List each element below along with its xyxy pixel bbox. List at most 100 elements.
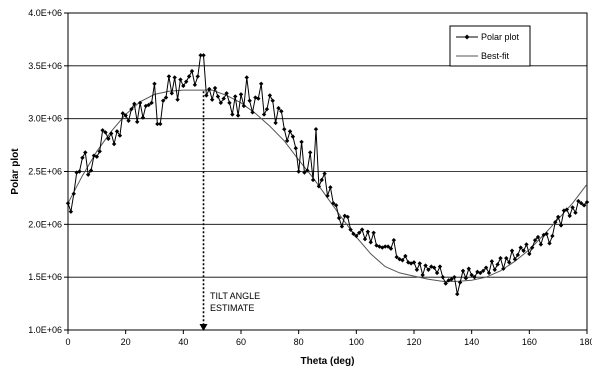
data-point [345,214,350,220]
data-point [322,171,327,176]
data-point [129,106,134,112]
data-point [325,193,330,199]
data-point [308,150,313,155]
data-point [235,113,241,118]
data-point [354,233,359,239]
data-point [530,245,535,250]
data-point [264,106,270,112]
data-point [368,240,373,245]
tilt-angle-annotation: TILT ANGLE ESTIMATE [199,91,260,331]
x-tick-label: 60 [236,337,246,347]
data-point [181,83,186,89]
data-point [524,242,529,247]
data-point [400,258,405,263]
data-point [111,141,117,147]
data-point [357,230,362,235]
data-point [218,100,224,106]
annotation-line-2: ESTIMATE [210,303,254,313]
data-point [535,234,541,240]
data-point [221,96,226,101]
data-point [348,227,353,232]
x-tick-label: 160 [522,337,537,347]
data-point [215,94,221,99]
data-point [550,233,555,239]
data-point [135,119,140,125]
data-point [452,274,457,280]
data-point [434,270,440,276]
data-point [333,203,339,208]
data-point [411,260,417,265]
data-point [339,224,345,229]
y-tick-label: 4.0E+06 [28,8,62,18]
legend-marker-polar [464,34,470,40]
data-point [195,74,200,79]
data-point [247,98,252,103]
data-point [527,251,532,257]
data-point [287,129,293,134]
data-point [558,223,564,228]
data-point [420,272,425,278]
data-point [509,248,515,253]
data-point [521,248,526,253]
data-point [576,198,581,204]
data-point [224,91,229,96]
polar-plot-series-layer [65,53,590,297]
data-point [331,201,336,206]
data-point [296,169,301,174]
data-point [178,77,183,82]
data-point [547,241,552,246]
data-point [423,263,428,268]
x-tick-label: 180 [579,337,592,347]
data-point [553,220,558,225]
data-point [117,133,123,138]
data-point [290,134,296,139]
data-point [501,266,506,271]
data-point [570,205,575,210]
data-point [152,81,157,86]
data-point [391,237,397,243]
data-point [230,112,235,117]
data-point [172,75,177,80]
data-point [437,264,443,269]
data-point [160,98,166,103]
data-point [515,252,520,258]
data-point [140,115,146,120]
data-point [403,253,408,259]
data-point [256,96,261,101]
data-point [359,227,365,232]
data-point [483,265,489,270]
tilt-arrow-head [199,324,208,331]
data-point [469,272,474,278]
data-point [106,136,111,141]
data-point [365,229,371,234]
data-point [146,102,151,108]
data-point [100,128,105,133]
data-point [440,274,446,280]
data-point [114,129,120,134]
data-point [328,185,333,190]
y-tick-label: 2.0E+06 [28,219,62,229]
data-point [126,118,131,123]
data-point [382,244,388,249]
data-point [544,231,549,237]
x-tick-label: 0 [65,337,70,347]
data-point [85,172,91,177]
legend-label-polar: Polar plot [481,32,520,42]
data-point [336,215,342,221]
data-point [481,268,486,274]
data-point [88,168,94,173]
data-point [258,81,264,86]
data-point [455,291,460,297]
data-point [97,149,102,154]
data-point [279,109,284,114]
data-point [414,267,420,272]
legend: Polar plot Best-fit [449,25,531,67]
data-point [299,139,304,145]
data-point [238,92,244,97]
data-point [77,169,82,174]
y-tick-label: 1.0E+06 [28,325,62,335]
data-point [186,74,192,79]
data-point [204,93,209,98]
data-point [158,121,163,127]
